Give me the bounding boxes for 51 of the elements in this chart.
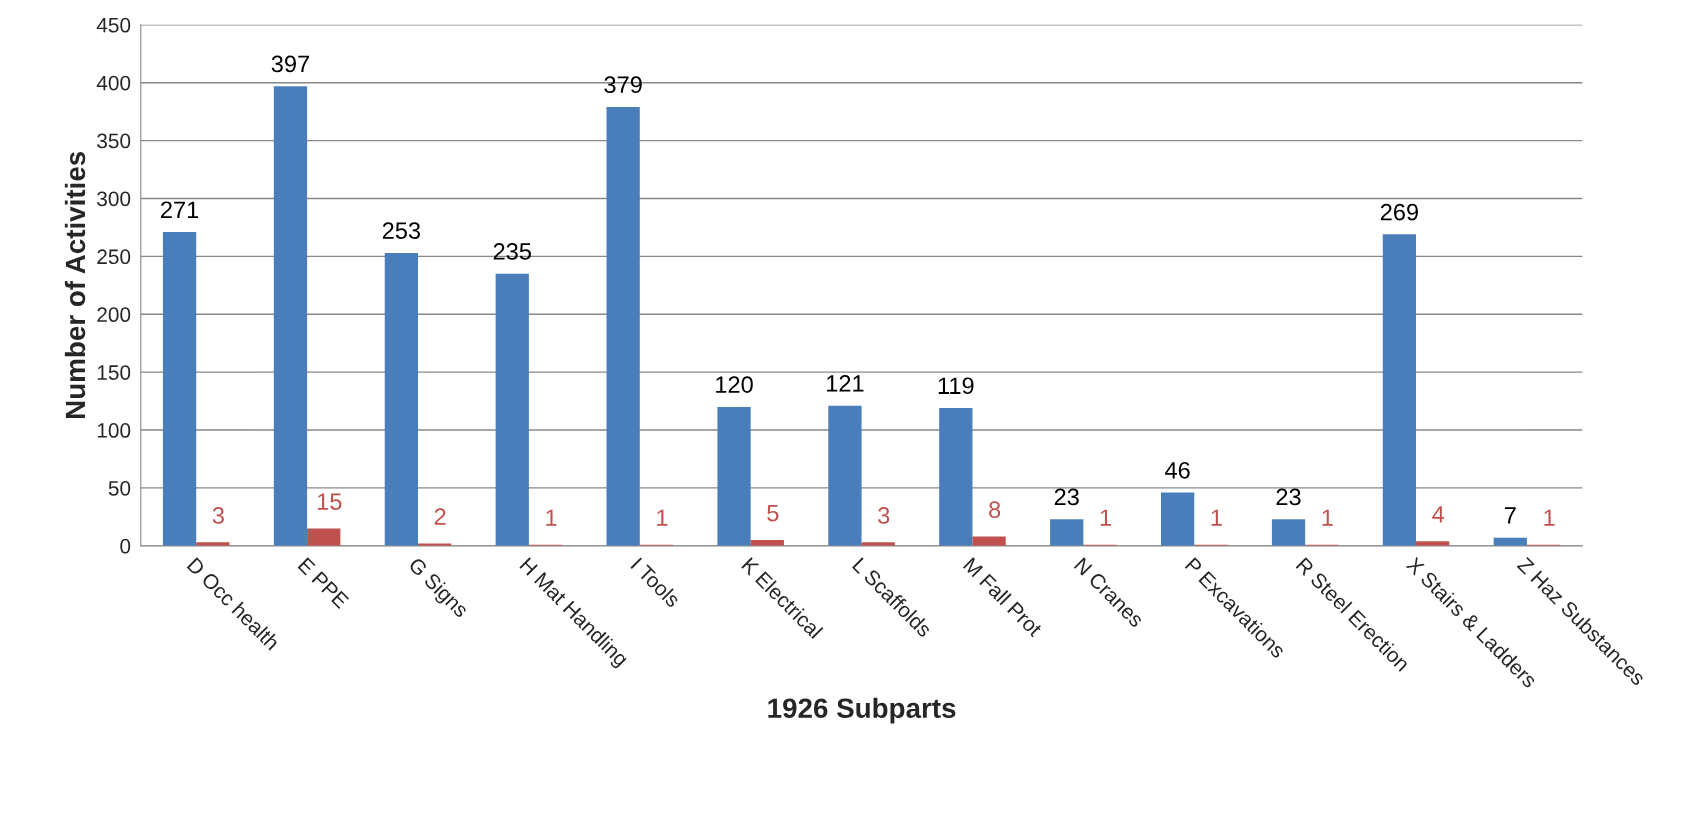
data-label: 2 <box>434 508 446 525</box>
bar <box>1050 519 1084 546</box>
data-label: 1 <box>1100 509 1111 526</box>
data-label: 7 <box>1504 507 1516 524</box>
bar <box>1271 519 1306 546</box>
data-label: 1 <box>1211 509 1222 526</box>
data-label: 23 <box>1054 488 1079 506</box>
bar <box>495 273 529 546</box>
data-label: 1 <box>1322 509 1333 526</box>
data-label: 379 <box>604 76 642 94</box>
data-label: 15 <box>317 493 342 510</box>
data-label: 3 <box>878 507 890 524</box>
data-label: 8 <box>989 501 1001 518</box>
data-label: 121 <box>827 375 864 392</box>
data-label: 119 <box>938 377 974 395</box>
y-tick-label: 400 <box>96 75 131 91</box>
bar <box>717 406 751 546</box>
bar <box>384 252 418 546</box>
data-label: 1 <box>657 509 668 526</box>
y-tick-label: 250 <box>97 249 131 265</box>
bar <box>939 408 973 546</box>
data-label: 46 <box>1165 461 1190 479</box>
data-label: 3 <box>212 507 224 524</box>
x-axis-title: 1926 Subparts <box>768 697 956 724</box>
data-label: 253 <box>382 222 421 239</box>
data-label: 397 <box>271 55 309 73</box>
bar <box>273 86 308 546</box>
bar <box>1160 492 1195 546</box>
data-label: 271 <box>161 201 199 218</box>
y-tick-label: 450 <box>96 17 131 33</box>
y-tick-label: 100 <box>97 423 131 438</box>
bar <box>1382 234 1417 546</box>
y-tick-label: 350 <box>97 133 131 149</box>
y-tick-label: 0 <box>120 538 131 554</box>
bar <box>162 232 197 546</box>
bar <box>606 107 640 546</box>
bar <box>828 405 862 546</box>
y-tick-label: 200 <box>97 307 131 323</box>
bar <box>307 528 341 546</box>
data-label: 1 <box>546 509 557 526</box>
data-label: 4 <box>1432 506 1445 523</box>
data-label: 235 <box>493 243 531 260</box>
y-tick-label: 50 <box>108 480 131 496</box>
y-tick-label: 150 <box>97 365 131 380</box>
data-label: 269 <box>1380 203 1418 221</box>
y-axis-title: Number of Activities <box>64 151 86 418</box>
data-label: 5 <box>767 504 779 522</box>
data-label: 23 <box>1276 488 1301 506</box>
y-tick-label: 300 <box>97 191 131 207</box>
data-label: 1 <box>1544 509 1555 526</box>
data-label: 120 <box>716 376 753 393</box>
